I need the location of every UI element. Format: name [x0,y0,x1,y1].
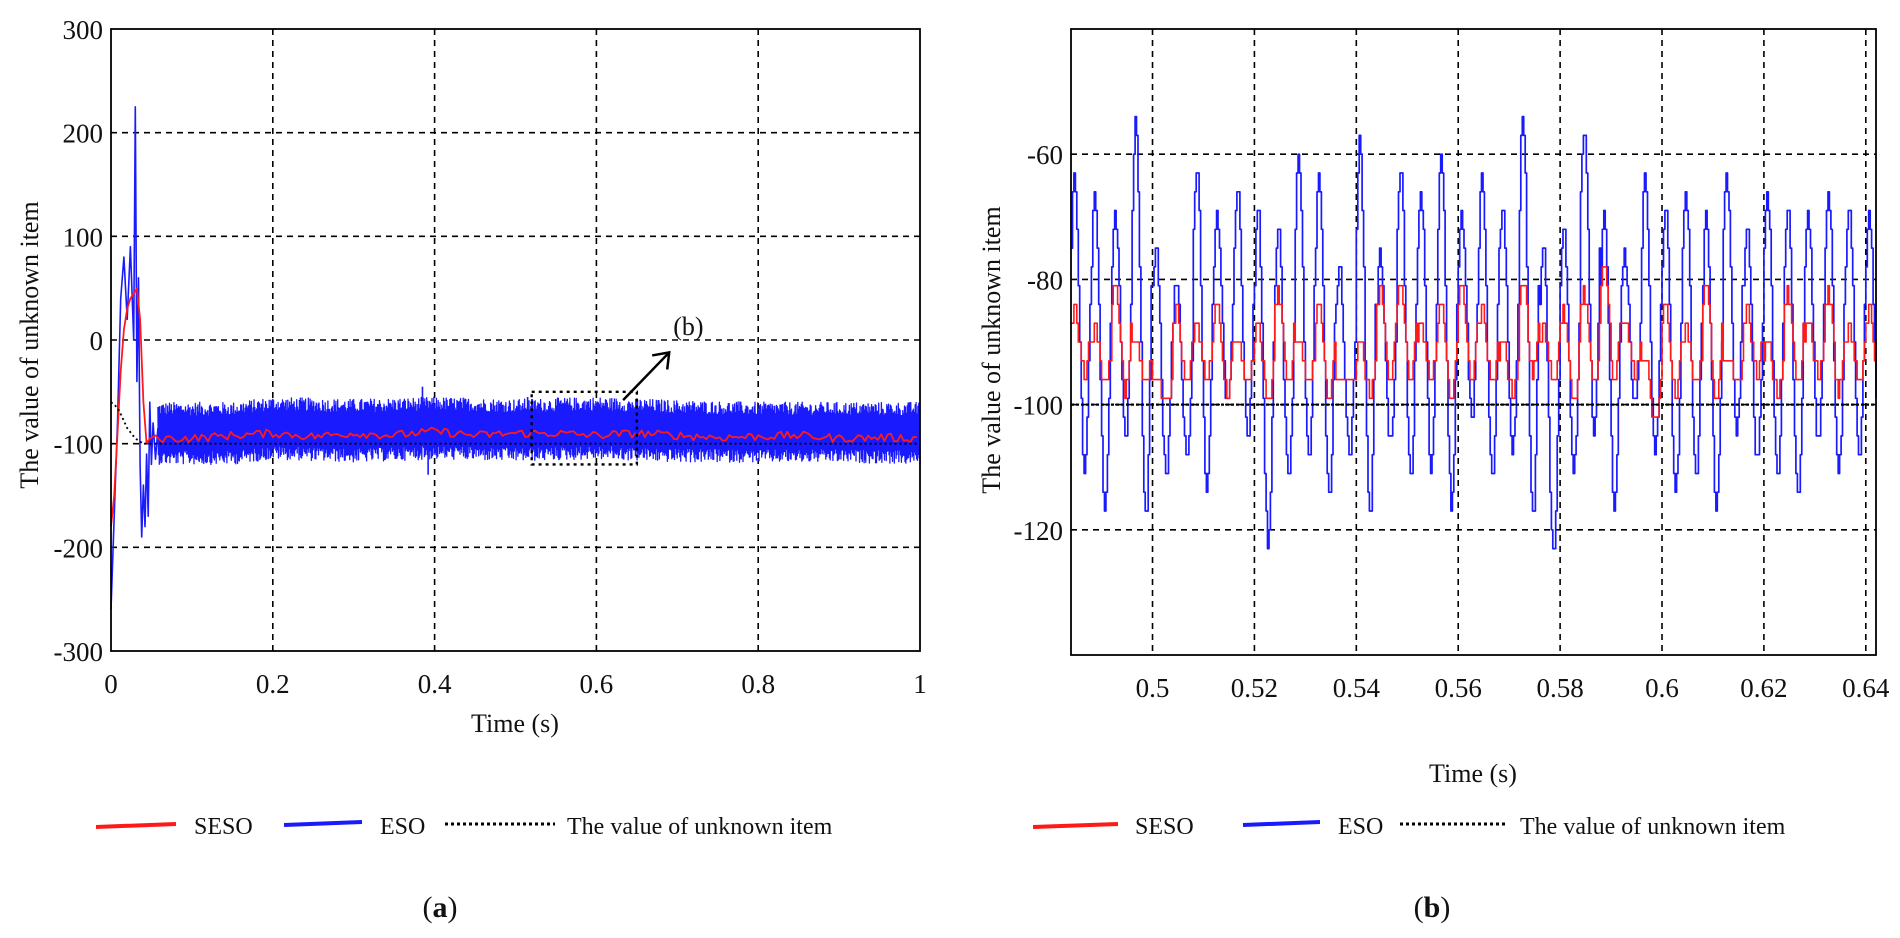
chart-b-xlabel: Time (s) [1429,759,1517,788]
chart-a-legend-swatch-eso [283,820,363,827]
chart-a-ylabel: The value of unknown item [15,201,44,488]
chart-b-xtick-label: 0.6 [1645,673,1679,703]
chart-b-ytick-label: -100 [1014,391,1064,421]
chart-a-legend-eso: ESO [380,814,425,840]
chart-a-grid [111,29,920,651]
chart-b-xtick-label: 0.64 [1842,673,1890,703]
chart-b-xtick-label: 0.58 [1536,673,1583,703]
chart-a-ytick-label: 300 [63,15,104,45]
chart-a-xlabel: Time (s) [471,709,559,738]
chart-b-xtick-label: 0.54 [1333,673,1381,703]
chart-b-ticks: 0.5 0.52 0.54 0.56 0.58 0.6 0.62 0.64 -120 -100 -8… [1014,140,1890,703]
chart-a: 0 0.2 0.4 0.6 0.8 1 -300 -200 -100 0 100 200 300 Tim… [15,15,927,924]
chart-b-caption: (b) [1414,891,1451,924]
chart-a-xtick-label: 0 [104,669,118,699]
chart-b-xtick-label: 0.52 [1231,673,1278,703]
chart-a-legend: SESO ESO The value of unknown item [95,814,833,840]
chart-a-legend-swatch-seso [95,822,177,829]
chart-a-xtick-label: 0.4 [418,669,452,699]
chart-b: 0.5 0.52 0.54 0.56 0.58 0.6 0.62 0.64 -120 -100 -8… [977,28,1890,924]
chart-b-xtick-label: 0.56 [1435,673,1482,703]
chart-a-zoom-box [530,390,639,466]
chart-b-xtick-label: 0.5 [1136,673,1170,703]
chart-b-xtick-label: 0.62 [1740,673,1787,703]
chart-b-legend-unknown: The value of unknown item [1520,814,1786,840]
chart-a-annotation: (b) [673,312,703,341]
chart-a-ytick-label: 200 [63,119,104,149]
chart-b-series [1071,115,1877,550]
chart-a-series-unknown [110,401,920,445]
chart-b-ylabel: The value of unknown item [977,206,1006,493]
chart-b-legend-eso: ESO [1338,814,1383,840]
chart-b-ytick-label: -60 [1027,140,1063,170]
chart-a-ytick-label: -300 [54,637,104,667]
chart-a-ytick-label: -100 [54,430,104,460]
chart-a-series-seso [110,287,917,527]
chart-a-series [110,106,921,610]
chart-b-legend-swatch-eso [1242,820,1321,827]
chart-a-ticks: 0 0.2 0.4 0.6 0.8 1 -300 -200 -100 0 100 200 300 [54,15,927,699]
chart-b-series-seso [1071,266,1876,418]
chart-b-ytick-label: -80 [1027,265,1063,295]
chart-b-legend-swatch-seso [1032,822,1119,829]
chart-b-legend-seso: SESO [1135,814,1194,840]
chart-a-ytick-label: 100 [63,222,104,252]
chart-a-caption: (a) [423,891,458,924]
chart-b-frame [1070,28,1877,656]
chart-a-legend-unknown: The value of unknown item [567,814,833,840]
chart-a-ytick-label: -200 [54,533,104,563]
chart-b-legend: SESO ESO The value of unknown item [1032,814,1786,840]
chart-a-zoom-arrow [622,351,671,401]
chart-a-ytick-label: 0 [90,326,104,356]
chart-a-frame [110,28,921,652]
chart-a-xtick-label: 0.8 [741,669,775,699]
chart-a-zoom-arrowhead [651,350,671,370]
chart-a-legend-seso: SESO [194,814,253,840]
chart-a-xtick-label: 0.2 [256,669,290,699]
chart-a-series-eso-transient [110,106,159,610]
chart-a-xtick-label: 0.6 [580,669,614,699]
chart-b-series-eso [1071,115,1877,550]
chart-b-ytick-label: -120 [1014,516,1064,546]
chart-a-xtick-label: 1 [913,669,927,699]
chart-a-series-eso [157,396,921,466]
